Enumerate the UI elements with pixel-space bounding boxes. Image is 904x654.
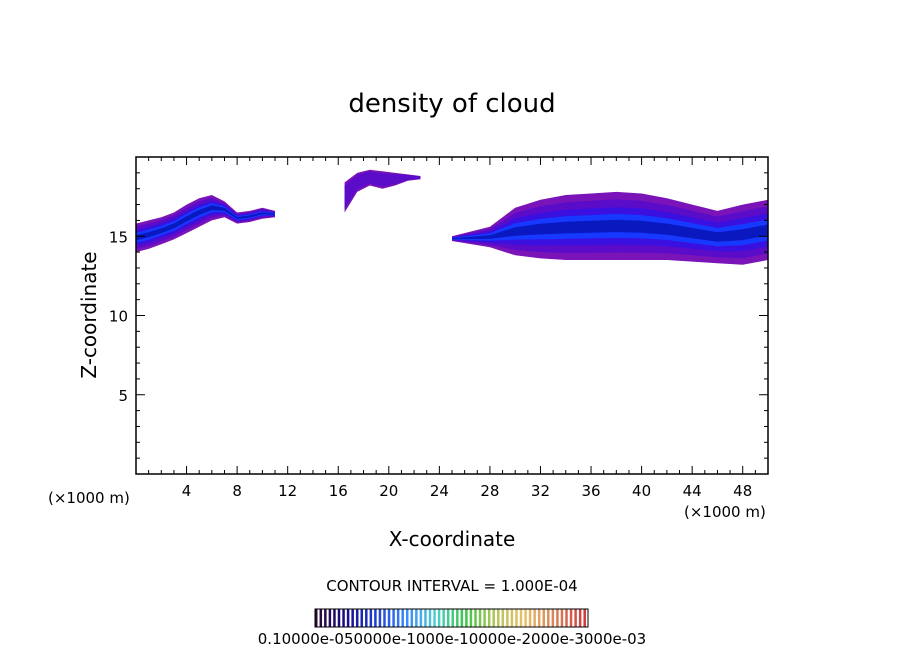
colorbar-stripe (501, 609, 505, 627)
colorbar-stripe (524, 609, 527, 627)
colorbar-stripe (387, 609, 391, 627)
colorbar-stripe (333, 609, 336, 627)
cloud-band-left-cloud (136, 200, 275, 246)
colorbar-stripe (569, 609, 573, 627)
colorbar-stripe (406, 609, 409, 627)
x-tick-label: 24 (430, 482, 449, 500)
colorbar-stripe (378, 609, 382, 627)
x-tick-label: 8 (232, 482, 242, 500)
x-tick-label: 20 (379, 482, 398, 500)
colorbar-stripe (410, 609, 414, 627)
colorbar-stripe (392, 609, 395, 627)
colorbar-stripe (565, 609, 568, 627)
colorbar-stripe (374, 609, 377, 627)
x-tick-label: 32 (531, 482, 550, 500)
x-tick-label: 28 (480, 482, 499, 500)
colorbar-stripe (492, 609, 495, 627)
y-tick-label: 10 (109, 308, 128, 326)
cloud-band-left-cloud (136, 205, 275, 241)
colorbar-stripe (355, 609, 359, 627)
colorbar-stripe (315, 609, 318, 627)
cloud-band-left-cloud (136, 197, 275, 249)
colorbar-stripe (556, 609, 559, 627)
x-tick-label: 4 (182, 482, 192, 500)
x-tick-label: 16 (329, 482, 348, 500)
x-tick-label: 40 (632, 482, 651, 500)
colorbar-stripe (437, 609, 441, 627)
colorbar-stripe (456, 609, 459, 627)
colorbar-stripe (560, 609, 564, 627)
colorbar-stripe (360, 609, 363, 627)
colorbar-stripe (369, 609, 373, 627)
colorbar-stripe (337, 609, 341, 627)
colorbar-stripe (578, 609, 582, 627)
colorbar-stripe (537, 609, 541, 627)
colorbar-stripe (424, 609, 427, 627)
colorbar-stripe (433, 609, 436, 627)
colorbar-stripe (415, 609, 418, 627)
colorbar-stripe (469, 609, 473, 627)
x-unit-right: (×1000 m) (684, 503, 766, 521)
y-tick-label: 5 (118, 387, 128, 405)
colorbar-stripe (551, 609, 555, 627)
colorbar-stripe (428, 609, 432, 627)
colorbar-stripe (342, 609, 345, 627)
colorbar-stripe (465, 609, 468, 627)
chart-title: density of cloud (348, 89, 555, 119)
x-axis-label: X-coordinate (389, 527, 516, 551)
x-axis-ticks: 4 8 12 16 20 24 28 32 36 40 44 48 (148, 157, 756, 500)
x-tick-label: 36 (581, 482, 600, 500)
colorbar-stripe (324, 609, 327, 627)
colorbar-stripe (506, 609, 509, 627)
colorbar-stripe (474, 609, 477, 627)
colorbar-stripe (319, 609, 323, 627)
colorbar-stripe (351, 609, 354, 627)
colorbar-stripe (451, 609, 454, 627)
cloud-band-right-anvil (452, 219, 768, 242)
colorbar-stripe (328, 609, 332, 627)
cloud-regions (136, 169, 768, 265)
colorbar-stripe (346, 609, 350, 627)
colorbar-stripe (515, 609, 518, 627)
y-axis-label: Z-coordinate (77, 251, 101, 378)
x-tick-label: 48 (733, 482, 752, 500)
y-tick-label: 15 (109, 228, 128, 246)
colorbar-stripe (547, 609, 550, 627)
colorbar-stripe (510, 609, 514, 627)
colorbar-stripe (542, 609, 545, 627)
colorbar-stripe (383, 609, 386, 627)
cloud-band-upper-cloud-20km (344, 171, 421, 210)
colorbar-stripe (478, 609, 482, 627)
colorbar-stripe (533, 609, 536, 627)
colorbar-stripe (528, 609, 532, 627)
colorbar-frame (314, 608, 589, 628)
colorbar-stripe (519, 609, 523, 627)
colorbar-stripe (497, 609, 500, 627)
y-axis-ticks: 5 10 15 (109, 172, 768, 459)
colorbar-stripe (574, 609, 577, 627)
colorbar-stripe (442, 609, 445, 627)
contour-interval-text: CONTOUR INTERVAL = 1.000E-04 (326, 577, 577, 595)
colorbar-stripe (583, 609, 586, 627)
colorbar-stripe (483, 609, 486, 627)
colorbar (315, 609, 586, 627)
colorbar-stripe (419, 609, 423, 627)
colorbar-stripe (365, 609, 368, 627)
colorbar-labels: 0.10000e-050000e-1000e-10000e-2000e-3000… (258, 630, 646, 648)
cloud-band-left-cloud (136, 195, 275, 253)
x-tick-label: 12 (278, 482, 297, 500)
x-unit-left: (×1000 m) (48, 489, 130, 507)
colorbar-stripe (460, 609, 464, 627)
x-tick-label: 44 (683, 482, 702, 500)
colorbar-stripe (396, 609, 400, 627)
colorbar-stripe (446, 609, 450, 627)
colorbar-stripe (487, 609, 491, 627)
colorbar-stripe (401, 609, 404, 627)
